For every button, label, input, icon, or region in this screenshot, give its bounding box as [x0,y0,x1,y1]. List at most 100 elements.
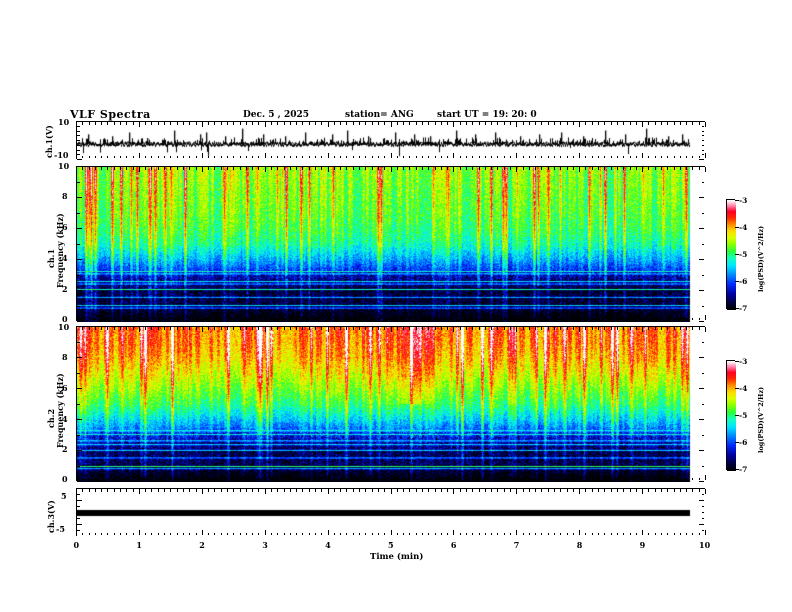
panel3-ytick-10: 10 [58,322,70,332]
xtick-minor [114,532,115,535]
xtick-minor [560,327,561,330]
xtick-minor [277,122,278,125]
xtick-minor [611,167,612,170]
xtick-minor [667,155,668,158]
xtick-minor [208,477,209,480]
xtick-minor [699,122,700,125]
xtick-minor [334,477,335,480]
xtick-major [76,327,77,332]
xtick-minor [428,167,429,170]
colorbar-tick-neg7: -7 [739,304,748,313]
ytick-minor [701,435,704,436]
xtick-minor [240,122,241,125]
panel-ch3-waveform [76,488,706,537]
xtick-minor [636,327,637,330]
xtick-minor [353,489,354,492]
xtick-minor [120,532,121,535]
xtick-minor [648,155,649,158]
xtick-minor [334,532,335,535]
xtick-major [579,475,580,480]
xtick-minor [378,155,379,158]
xtick-major [76,122,77,127]
xtick-minor [554,327,555,330]
panel1-ytick-bottom: -10 [54,150,69,160]
xtick-major [328,167,329,172]
xtick-minor [189,477,190,480]
xtick-major [265,315,266,320]
xtick-minor [227,532,228,535]
xtick-minor [296,317,297,320]
xtick-major [705,315,706,320]
xtick-minor [164,327,165,330]
xtick-minor [661,489,662,492]
panel-ch1-spectrogram [76,166,706,322]
xtick-minor [617,327,618,330]
xtick-minor [315,317,316,320]
xtick-minor [359,167,360,170]
xtick-minor [353,317,354,320]
xtick-minor [447,317,448,320]
xtick-minor [592,477,593,480]
xtick-minor [648,122,649,125]
xtick-minor [661,167,662,170]
xtick-minor [535,477,536,480]
panel4-ytick-top: 5 [61,491,67,501]
xtick-minor [479,155,480,158]
xtick-minor [271,317,272,320]
xtick-minor [422,532,423,535]
x-tick-4: 4 [325,540,331,550]
ytick-minor [77,275,80,276]
xtick-minor [170,155,171,158]
xtick-minor [585,327,586,330]
xtick-minor [258,477,259,480]
xtick-major [202,530,203,535]
xtick-major [139,167,140,172]
xtick-minor [89,477,90,480]
colorbar-tick-neg5: -5 [739,411,748,420]
xtick-minor [510,532,511,535]
xtick-minor [258,155,259,158]
ytick-major [699,481,704,482]
xtick-minor [460,155,461,158]
xtick-minor [648,327,649,330]
xtick-minor [541,167,542,170]
xtick-minor [378,122,379,125]
colorbar-tick-neg6: -6 [739,277,748,286]
xtick-minor [585,489,586,492]
colorbar-tick-mark [735,254,739,255]
xtick-minor [472,327,473,330]
xtick-minor [491,167,492,170]
xtick-minor [151,317,152,320]
xtick-major [76,167,77,172]
xtick-minor [472,122,473,125]
xtick-minor [340,317,341,320]
xtick-major [265,489,266,494]
header-start-ut: start UT = 19: 20: 0 [437,110,537,120]
xtick-minor [548,327,549,330]
xtick-minor [284,167,285,170]
xtick-minor [560,477,561,480]
xtick-minor [158,532,159,535]
xtick-minor [133,155,134,158]
xtick-minor [315,532,316,535]
xtick-minor [529,317,530,320]
xtick-minor [177,327,178,330]
xtick-minor [567,155,568,158]
xtick-minor [246,122,247,125]
xtick-minor [686,122,687,125]
xtick-minor [353,532,354,535]
xtick-minor [126,167,127,170]
ytick-minor [701,466,704,467]
xtick-minor [302,155,303,158]
page-title: VLF Spectra [70,108,151,121]
xtick-minor [692,489,693,492]
xtick-minor [674,327,675,330]
xtick-major [265,530,266,535]
xtick-minor [214,327,215,330]
xtick-major [139,327,140,332]
xtick-minor [290,327,291,330]
xtick-major [76,530,77,535]
x-tick-0: 0 [73,540,80,550]
xtick-minor [472,489,473,492]
xtick-minor [466,489,467,492]
